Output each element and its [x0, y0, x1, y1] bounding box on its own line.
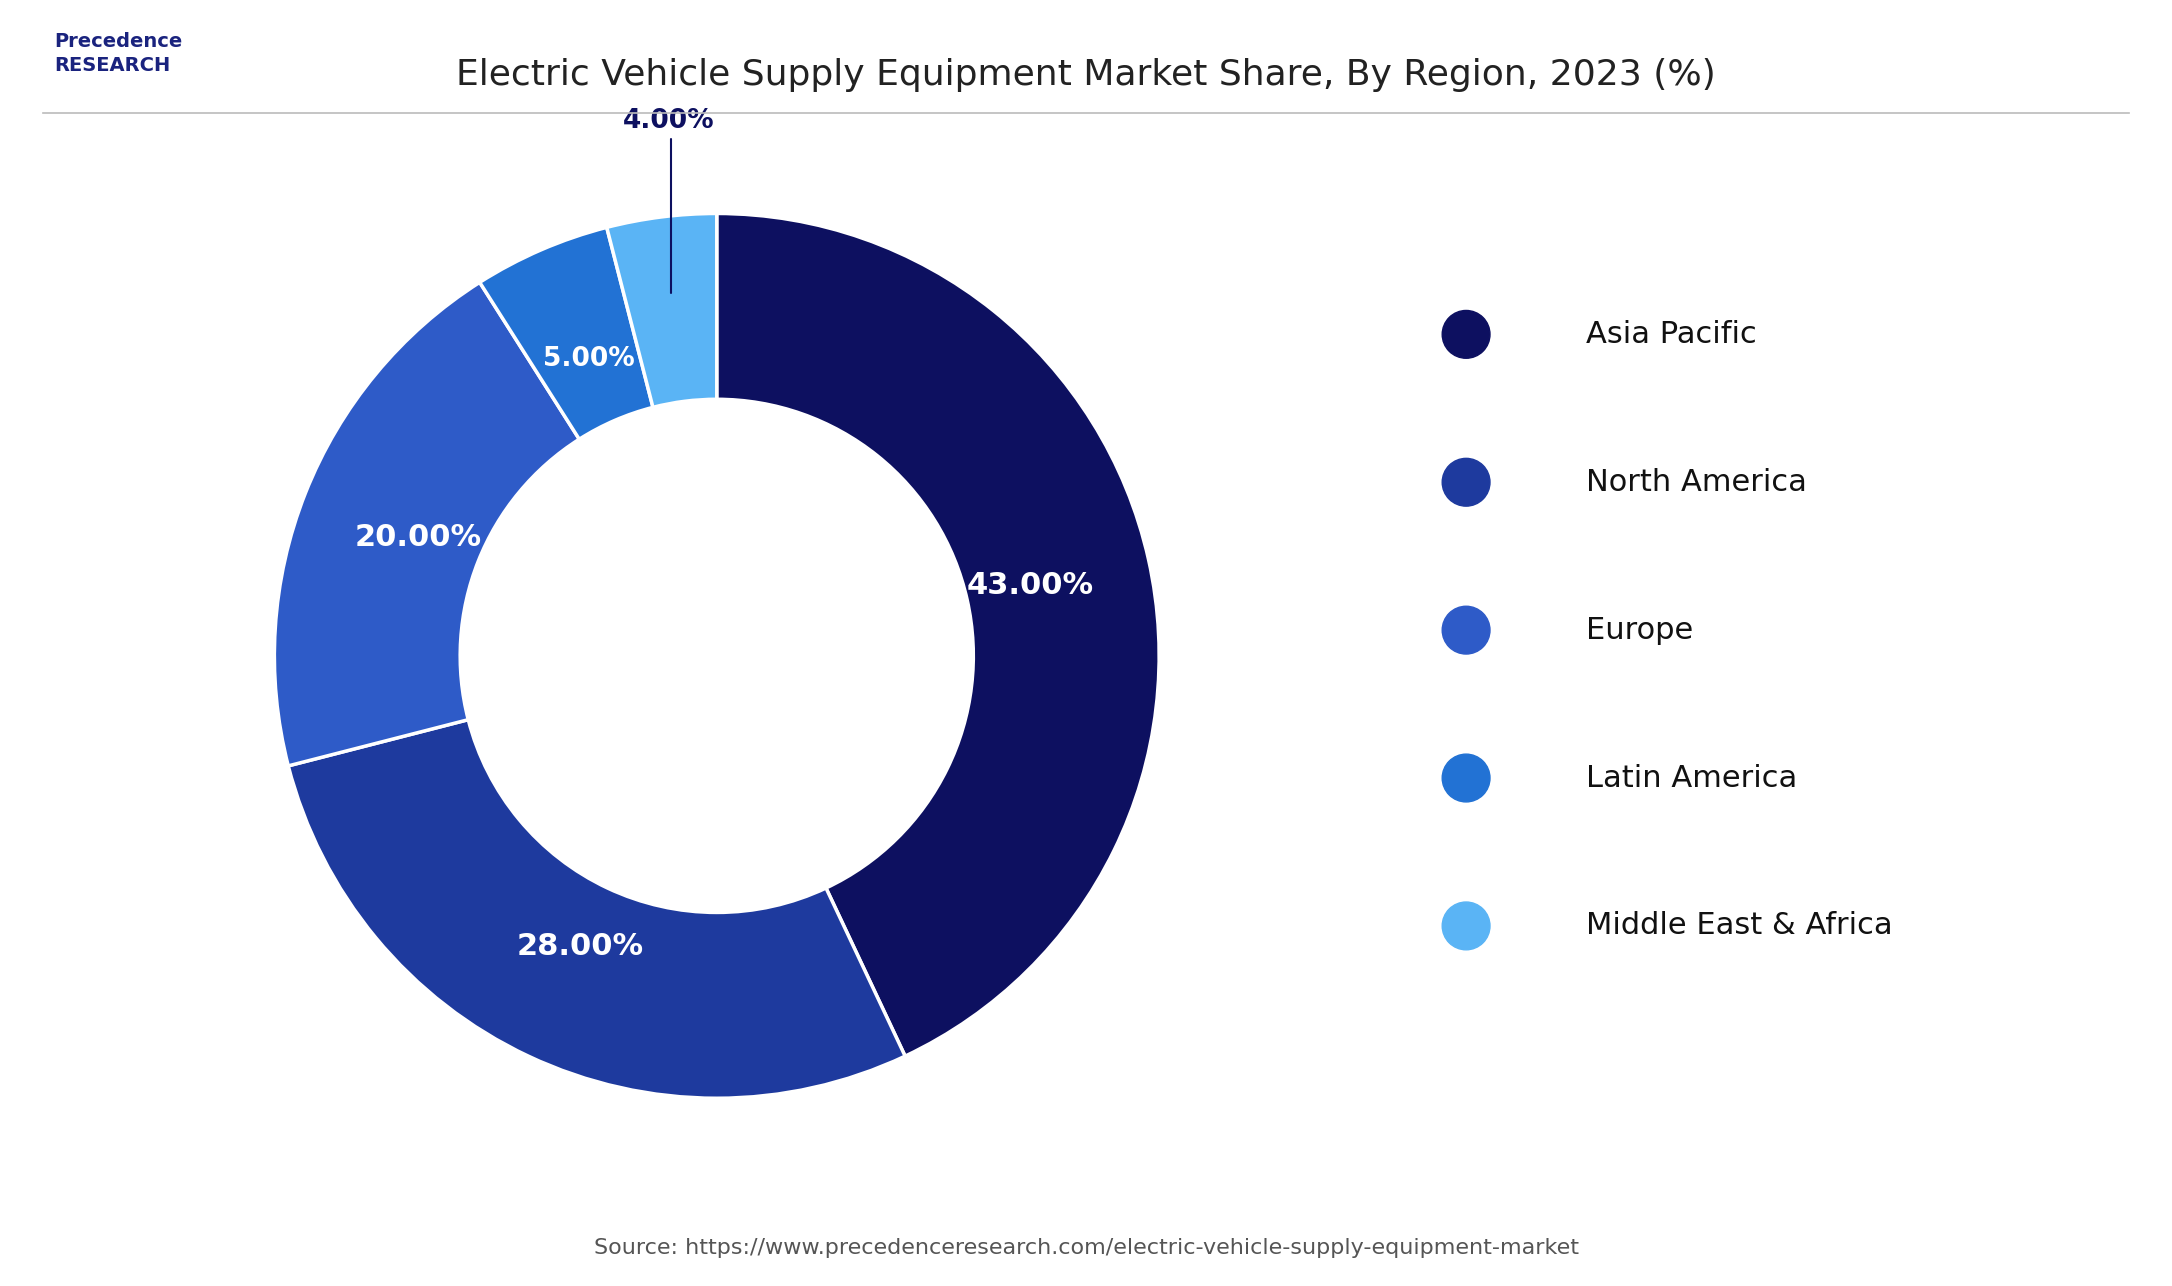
Text: Latin America: Latin America [1586, 764, 1796, 792]
Text: Middle East & Africa: Middle East & Africa [1586, 912, 1892, 940]
Text: Precedence
RESEARCH: Precedence RESEARCH [54, 32, 182, 75]
Text: Source: https://www.precedenceresearch.com/electric-vehicle-supply-equipment-mar: Source: https://www.precedenceresearch.c… [593, 1237, 1579, 1258]
Wedge shape [606, 213, 717, 408]
Wedge shape [274, 283, 580, 766]
Wedge shape [717, 213, 1160, 1056]
Text: 4.00%: 4.00% [623, 108, 715, 293]
Text: 43.00%: 43.00% [967, 571, 1093, 601]
Text: North America: North America [1586, 468, 1807, 496]
Wedge shape [289, 720, 906, 1098]
Text: 28.00%: 28.00% [517, 931, 643, 961]
Text: Asia Pacific: Asia Pacific [1586, 320, 1757, 349]
Text: Electric Vehicle Supply Equipment Market Share, By Region, 2023 (%): Electric Vehicle Supply Equipment Market… [456, 58, 1716, 91]
Text: 5.00%: 5.00% [543, 346, 634, 373]
Text: Europe: Europe [1586, 616, 1692, 644]
Wedge shape [480, 228, 654, 440]
Text: 20.00%: 20.00% [354, 523, 482, 552]
